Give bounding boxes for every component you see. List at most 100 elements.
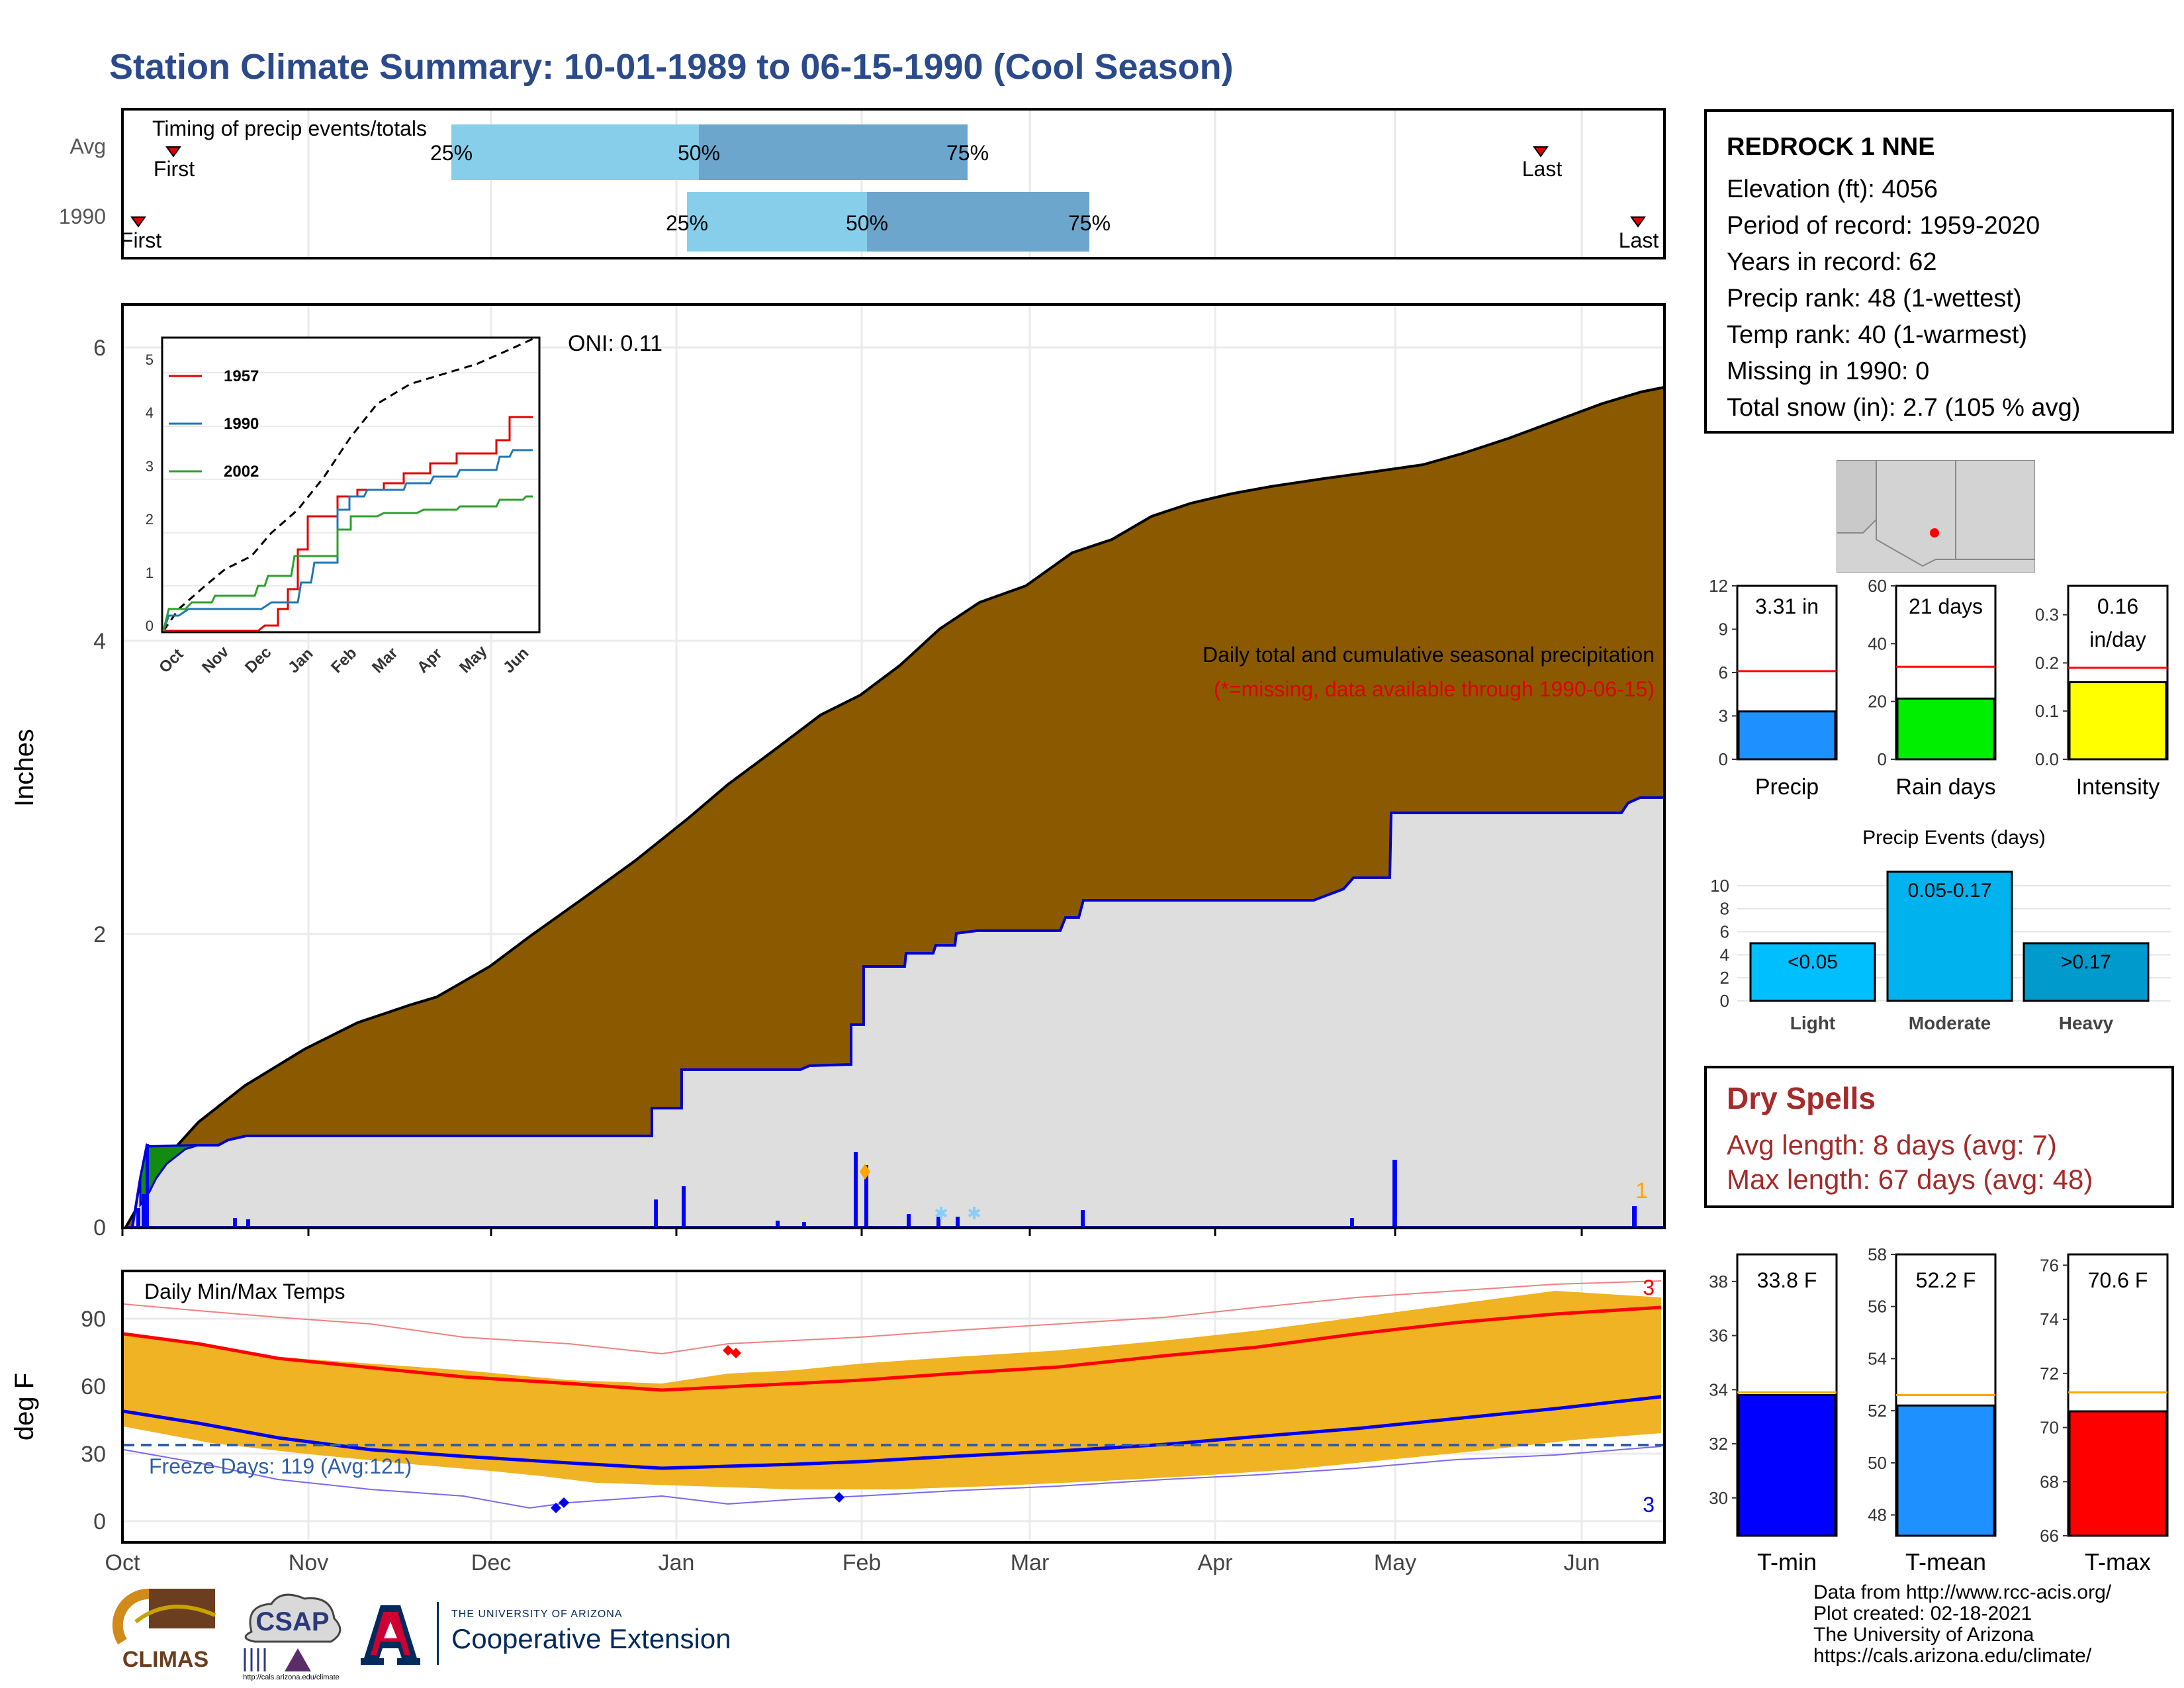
mini-bar-ytick: 3	[1719, 706, 1728, 726]
temp-bar-category: T-max	[2085, 1548, 2151, 1575]
temp-bar-ytick: 70	[2040, 1418, 2059, 1438]
mini-bar-ytick: 0.1	[2035, 701, 2059, 721]
month-label: Dec	[471, 1550, 511, 1575]
avg-min-line	[123, 1395, 1662, 1470]
footer-line: Plot created: 02-18-2021	[1813, 1603, 2032, 1624]
inset-xtick: Mar	[369, 644, 401, 677]
station-info-box: REDROCK 1 NNE Elevation (ft): 4056 Perio…	[1704, 109, 2174, 434]
temp-bar-ytick: 56	[1868, 1297, 1887, 1317]
mini-bar-category: Precip	[1755, 774, 1819, 800]
station-info-line: Precip rank: 48 (1-wettest)	[1727, 285, 2022, 312]
daily-precip-bars	[136, 1144, 1637, 1227]
timing-title: Timing of precip events/totals	[152, 117, 427, 140]
month-label: Jan	[659, 1550, 695, 1575]
page-title: Station Climate Summary: 10-01-1989 to 0…	[109, 47, 1234, 87]
record-low-line	[123, 1446, 1662, 1509]
temp-bar-ytick: 48	[1868, 1505, 1887, 1525]
month-label: Feb	[842, 1550, 882, 1575]
temp-ylabel: deg F	[10, 1373, 39, 1440]
precip-svg: Inches ✱ ✱ Daily total and cumula	[10, 303, 1666, 1241]
mini-bar-ytick: 9	[1719, 620, 1728, 639]
mini-bar-category: Rain days	[1895, 774, 1995, 800]
events-ytick: 8	[1720, 899, 1729, 919]
station-info-line: Elevation (ft): 4056	[1727, 175, 1938, 203]
temp-bar-ytick: 52	[1868, 1401, 1887, 1421]
footer-line: The University of Arizona	[1813, 1624, 2034, 1646]
temp-bar-category: T-mean	[1905, 1548, 1986, 1575]
y1990-p25: 25%	[666, 211, 708, 235]
climas-logo-svg: CLIMAS	[112, 1588, 216, 1672]
inset-ytick: 1	[146, 565, 154, 581]
y1990-p50: 50%	[846, 211, 888, 235]
events-bar	[1749, 942, 1876, 1002]
station-info-line: Temp rank: 40 (1-warmest)	[1727, 321, 2028, 349]
missing-marker	[860, 1164, 870, 1180]
temp-bar-category: T-min	[1757, 1548, 1817, 1575]
timing-row-avg: Avg	[69, 134, 106, 158]
mini-bar-ytick: 60	[1868, 576, 1887, 596]
temp-ytick: 30	[81, 1442, 106, 1467]
temp-bar-ytick: 72	[2040, 1364, 2059, 1383]
y1990-first-label: First	[120, 228, 161, 252]
temp-bar-ytick: 32	[1709, 1434, 1728, 1454]
inset-xtick: Oct	[156, 645, 187, 677]
y1990-last-label: Last	[1619, 228, 1659, 252]
precip-note: (*=missing, data available through 1990-…	[1214, 677, 1655, 701]
precip-ytick: 0	[93, 1215, 106, 1241]
footer-line: Data from http://www.rcc-acis.org/	[1813, 1581, 2112, 1603]
mini-bar-ytick: 0.2	[2035, 653, 2059, 673]
inset-legend-1990: 1990	[224, 415, 259, 433]
events-bar	[1886, 870, 2013, 1002]
dry-spells-box: Dry Spells Avg length: 8 days (avg: 7) M…	[1704, 1066, 2174, 1208]
events-ytick: 6	[1720, 922, 1729, 942]
precip-caption: Daily total and cumulative seasonal prec…	[1203, 643, 1655, 667]
temp-title: Daily Min/Max Temps	[144, 1280, 345, 1303]
inset-line-1990	[162, 449, 533, 632]
freeze-days-label: Freeze Days: 119 (Avg:121)	[149, 1454, 412, 1478]
mini-bar-value-label: 21 days	[1909, 594, 1983, 618]
ua-divider	[437, 1602, 439, 1665]
mini-bar-charts: 3.31 in Precip 0 3 6 9 12 21 days Rain days 0 20 40…	[1668, 576, 2184, 821]
temp-bar-ytick: 66	[2040, 1526, 2059, 1546]
month-label: May	[1374, 1550, 1416, 1575]
mini-bar-ytick: 0.3	[2035, 605, 2059, 625]
temp-svg: deg F Daily Min/Max Temps Freeze Days: 1…	[10, 1270, 1666, 1575]
location-map-svg	[1836, 459, 2036, 573]
temp-bar-ytick: 74	[2040, 1309, 2059, 1329]
inset-xtick: May	[456, 642, 491, 677]
inset-ytick: 5	[146, 352, 154, 368]
csap-logo: CSAP http://cals.arizona.edu/climate	[232, 1585, 351, 1681]
footer-line: https://cals.arizona.edu/climate/	[1813, 1645, 2092, 1667]
events-ytick: 4	[1720, 945, 1729, 964]
events-category: Heavy	[2059, 1013, 2114, 1033]
month-label: Nov	[289, 1550, 328, 1575]
y1990-p75: 75%	[1068, 211, 1111, 235]
timing-row-1990: 1990	[59, 205, 106, 228]
precip-corner-count: 1	[1635, 1178, 1648, 1203]
station-info-line: Years in record: 62	[1727, 248, 1937, 276]
temp-bar-ytick: 76	[2040, 1255, 2059, 1275]
inset-legend-2002: 2002	[224, 463, 259, 481]
timing-panel: Timing of precip events/totals Avg 1990 …	[0, 106, 1674, 265]
station-location-dot	[1930, 528, 1939, 538]
precip-ytick: 6	[93, 336, 106, 361]
footer-credits: Data from http://www.rcc-acis.org/ Plot …	[1813, 1582, 2171, 1667]
temp-bar-value-label: 70.6 F	[2088, 1268, 2148, 1292]
precip-ylabel: Inches	[10, 729, 39, 807]
record-low-count: 3	[1643, 1493, 1655, 1517]
temp-bar-ytick: 58	[1868, 1244, 1887, 1264]
inset-line-2002	[162, 495, 533, 632]
inset-ytick: 4	[146, 404, 154, 421]
ua-logo-svg	[361, 1605, 420, 1665]
inset-ytick: 3	[146, 458, 154, 475]
mini-bar-ytick: 40	[1868, 633, 1887, 653]
climas-wordmark: CLIMAS	[122, 1647, 208, 1672]
temp-ytick: 60	[81, 1374, 106, 1399]
temp-bar-value-label: 33.8 F	[1757, 1268, 1817, 1292]
snow-marker: ✱	[934, 1203, 948, 1223]
precip-events-chart: Precip Events (days) 0 2 4 6 8 10 <0.05 Light 0.0…	[1668, 821, 2184, 1046]
mini-bar-ytick: 0.0	[2035, 749, 2059, 769]
temp-bar-ytick: 38	[1709, 1272, 1728, 1291]
station-name: REDROCK 1 NNE	[1727, 133, 1935, 161]
precip-ytick: 2	[93, 922, 106, 947]
